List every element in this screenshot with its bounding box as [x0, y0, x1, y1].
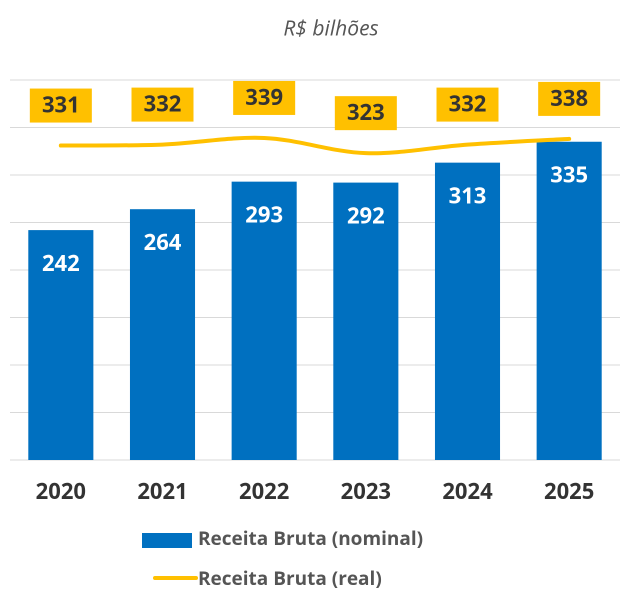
x-tick-label: 2021	[137, 476, 187, 506]
x-tick-label: 2024	[442, 476, 493, 506]
line-label-box	[436, 87, 499, 122]
line-label-box	[131, 87, 194, 122]
x-tick-label: 2022	[239, 476, 289, 506]
line-label-box	[334, 96, 397, 131]
bar	[536, 141, 602, 460]
line-value-label: 338	[550, 83, 588, 113]
bar-value-label: 293	[245, 200, 283, 230]
line-value-label: 339	[245, 82, 283, 112]
bar	[434, 162, 501, 460]
chart-subtitle: R$ bilhões	[283, 15, 378, 43]
line-label-box	[233, 80, 296, 115]
line-value-label: 332	[144, 88, 182, 118]
bar	[333, 182, 399, 460]
line-value-label: 332	[449, 88, 487, 118]
legend-label: Receita Bruta (nominal)	[198, 525, 423, 551]
bar-value-label: 335	[550, 160, 588, 190]
line-value-label: 323	[347, 97, 385, 127]
legend-swatch	[142, 533, 192, 548]
line-label-box	[538, 81, 601, 116]
legend-label: Receita Bruta (real)	[198, 565, 382, 591]
x-tick-label: 2025	[544, 476, 594, 506]
line-value-label: 331	[42, 89, 80, 119]
x-tick-label: 2020	[36, 476, 86, 506]
bar-value-label: 313	[449, 181, 487, 211]
bar	[231, 181, 297, 460]
bar	[28, 230, 94, 460]
bar-value-label: 242	[42, 248, 80, 278]
line-label-box	[29, 88, 92, 123]
bar	[129, 209, 196, 460]
x-tick-label: 2023	[341, 476, 391, 506]
line	[58, 135, 572, 156]
bar-value-label: 264	[144, 227, 182, 257]
bar-value-label: 292	[347, 200, 385, 230]
